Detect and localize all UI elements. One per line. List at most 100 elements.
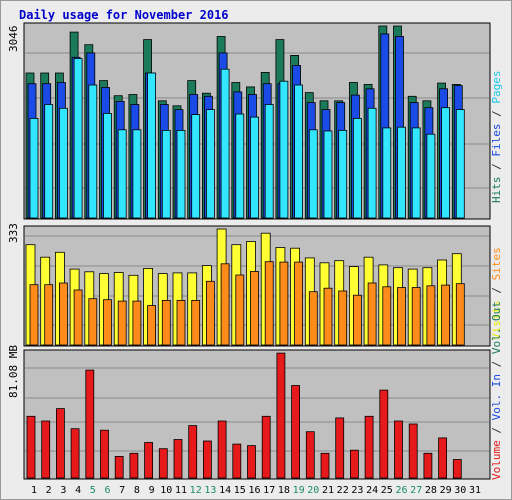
- x-label-day-25: 25: [381, 485, 393, 496]
- bar-sites-day-27: [411, 287, 421, 346]
- x-label-day-10: 10: [160, 485, 172, 496]
- x-label-day-28: 28: [425, 485, 437, 496]
- legend-part-3: /: [490, 104, 503, 124]
- bar-sites-day-6: [103, 299, 112, 346]
- legend-part-2: Sites: [490, 247, 503, 280]
- bar-sites-day-4: [73, 289, 83, 346]
- bar-volume-day-12: [188, 425, 198, 479]
- bar-pages-day-2: [44, 104, 54, 219]
- bar-sites-day-30: [455, 283, 465, 346]
- bar-sites-day-20: [308, 291, 318, 346]
- bar-pages-day-24: [367, 107, 377, 219]
- bar-pages-day-8: [132, 129, 142, 219]
- bar-pages-day-3: [59, 107, 68, 219]
- bar-pages-day-10: [161, 129, 171, 219]
- bar-pages-day-9: [147, 72, 157, 219]
- bar-volume-day-15: [232, 443, 242, 479]
- x-label-day-21: 21: [322, 485, 334, 496]
- legend-part-1: /: [490, 420, 503, 440]
- x-label-day-20: 20: [307, 485, 319, 496]
- x-label-day-9: 9: [149, 485, 155, 496]
- legend-hits-files-pages: Hits / Files / Pages: [490, 71, 503, 204]
- bar-pages-day-5: [88, 84, 98, 219]
- bar-sites-day-9: [147, 305, 157, 346]
- x-label-day-13: 13: [204, 485, 216, 496]
- legend-part-2: Files: [490, 124, 503, 157]
- x-label-day-7: 7: [119, 485, 125, 496]
- y-max-label-visits: 333: [7, 223, 20, 243]
- bar-sites-day-28: [426, 285, 436, 346]
- chart-title: Daily usage for November 2016: [19, 8, 229, 22]
- bar-pages-day-16: [250, 116, 259, 219]
- bar-pages-day-13: [205, 109, 215, 219]
- x-label-day-1: 1: [31, 485, 37, 496]
- bar-sites-day-26: [397, 287, 406, 346]
- x-label-day-16: 16: [248, 485, 260, 496]
- bar-sites-day-2: [44, 284, 54, 346]
- x-label-day-29: 29: [440, 485, 452, 496]
- bar-pages-day-11: [176, 129, 186, 219]
- x-label-day-3: 3: [60, 485, 66, 496]
- bar-pages-day-18: [279, 80, 289, 219]
- bar-pages-day-22: [338, 129, 348, 219]
- bar-pages-day-30: [455, 109, 465, 219]
- bar-volume-day-14: [217, 420, 227, 479]
- bar-volume-day-30: [452, 459, 462, 479]
- legend-part-0: Hits: [490, 177, 503, 204]
- x-label-day-22: 22: [337, 485, 349, 496]
- bar-sites-day-15: [235, 274, 245, 346]
- bar-sites-day-3: [59, 282, 68, 346]
- bar-pages-day-7: [117, 129, 127, 219]
- bar-volume-day-26: [394, 420, 403, 479]
- bar-volume-day-23: [349, 449, 359, 479]
- x-label-day-15: 15: [234, 485, 246, 496]
- bar-sites-day-13: [205, 280, 215, 346]
- bar-sites-day-11: [176, 299, 186, 346]
- bar-sites-day-8: [132, 300, 142, 346]
- x-label-day-12: 12: [190, 485, 202, 496]
- bar-pages-day-20: [308, 129, 318, 219]
- bar-pages-day-15: [235, 113, 245, 219]
- bar-pages-day-29: [441, 107, 451, 219]
- y-max-label-volume: 81.08 MB: [7, 345, 20, 398]
- bar-pages-day-1: [29, 118, 39, 219]
- bar-pages-day-25: [382, 127, 392, 219]
- bar-sites-day-17: [264, 261, 274, 346]
- bar-pages-day-14: [220, 68, 230, 219]
- bar-sites-day-24: [367, 282, 377, 346]
- bar-volume-day-1: [26, 415, 36, 479]
- bar-sites-day-7: [117, 300, 127, 346]
- x-label-day-19: 19: [293, 485, 305, 496]
- x-label-day-5: 5: [90, 485, 96, 496]
- legend-volume: Volume / Vol. In / Vol. Out: [490, 301, 503, 480]
- bar-pages-day-23: [352, 118, 362, 219]
- x-label-day-31: 31: [469, 485, 481, 496]
- bar-volume-day-9: [144, 442, 154, 479]
- bar-volume-day-25: [379, 389, 389, 479]
- bar-sites-day-21: [323, 287, 333, 346]
- x-label-day-11: 11: [175, 485, 187, 496]
- x-label-day-8: 8: [134, 485, 140, 496]
- bar-pages-day-21: [323, 130, 333, 219]
- bar-pages-day-17: [264, 104, 274, 219]
- x-label-day-27: 27: [410, 485, 422, 496]
- x-label-day-17: 17: [263, 485, 275, 496]
- bar-volume-day-2: [41, 420, 51, 479]
- x-label-day-23: 23: [351, 485, 363, 496]
- legend-part-2: Vol. In: [490, 374, 503, 420]
- bar-volume-day-8: [129, 452, 139, 479]
- bar-sites-day-29: [441, 284, 451, 346]
- bar-pages-day-19: [294, 84, 304, 219]
- legend-part-1: /: [490, 157, 503, 177]
- bar-volume-day-6: [100, 429, 109, 479]
- bar-volume-day-10: [158, 448, 168, 479]
- bar-sites-day-5: [88, 298, 98, 346]
- legend-part-3: /: [490, 354, 503, 374]
- bar-volume-day-28: [423, 452, 433, 479]
- bar-volume-day-5: [85, 369, 95, 479]
- bar-sites-day-1: [29, 284, 39, 346]
- bar-volume-day-22: [335, 417, 345, 479]
- y-max-label-hits: 3046: [7, 26, 20, 53]
- bar-sites-day-23: [352, 294, 362, 346]
